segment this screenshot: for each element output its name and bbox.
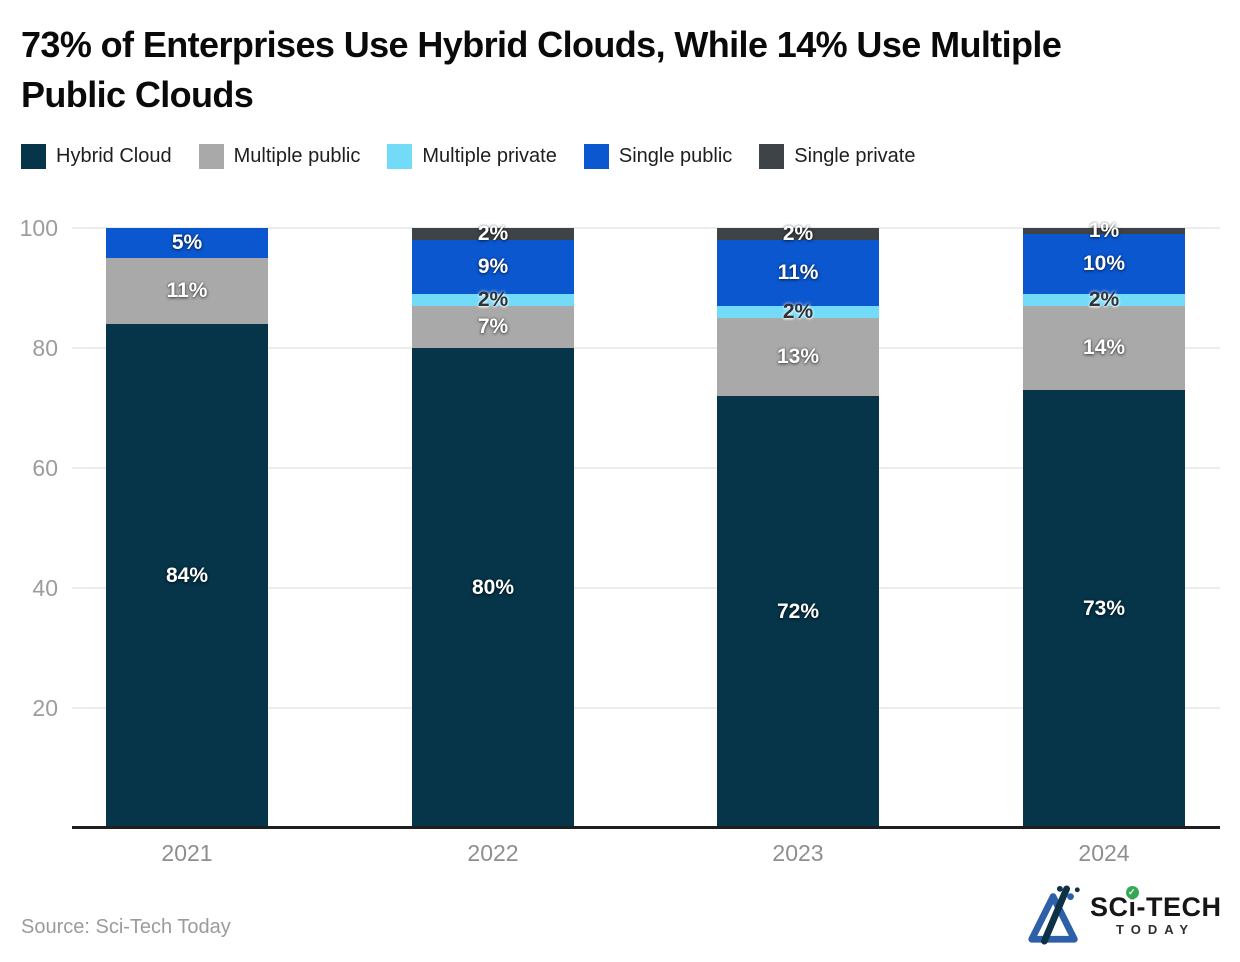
- bar-segment: [412, 348, 574, 828]
- legend-swatch-icon: [21, 144, 46, 169]
- bar-segment: [1023, 306, 1185, 390]
- gridline: [72, 467, 1220, 469]
- x-axis-line: [72, 826, 1220, 829]
- legend-swatch-icon: [387, 144, 413, 169]
- segment-value-label: 2%: [477, 222, 509, 245]
- bar-segment: [106, 228, 268, 258]
- legend-swatch-icon: [198, 144, 224, 169]
- segment-value-label: 73%: [1082, 597, 1126, 620]
- sci-tech-today-logo: SCi ✓ -TECH TODAY: [1024, 884, 1222, 946]
- bar-segment: [412, 240, 574, 294]
- x-tick-label: 2021: [161, 840, 213, 866]
- segment-value-label: 72%: [776, 600, 820, 623]
- logo-wordmark: SCi ✓ -TECH TODAY: [1090, 886, 1222, 937]
- legend-item: Single public: [583, 144, 733, 169]
- chart-legend: Hybrid Cloud Multiple public Multiple priv…: [21, 144, 915, 169]
- segment-value-label: 2%: [477, 288, 509, 311]
- legend-label: Single public: [618, 145, 733, 167]
- legend-swatch-icon: [759, 144, 785, 169]
- segment-value-label: 2%: [782, 300, 814, 323]
- bar-segment: [412, 306, 574, 348]
- bar-segment: [717, 318, 879, 396]
- legend-label: Hybrid Cloud: [56, 145, 172, 167]
- bar-segment: [412, 294, 574, 306]
- segment-value-label: 10%: [1082, 252, 1126, 275]
- legend-swatch-icon: [583, 144, 609, 169]
- segment-value-label: 5%: [171, 231, 203, 254]
- legend-item: Multiple public: [198, 144, 361, 169]
- y-tick-label: 40: [32, 575, 58, 601]
- segment-value-label: 14%: [1082, 336, 1126, 359]
- segment-value-label: 13%: [776, 345, 820, 368]
- bar-segment: [717, 240, 879, 306]
- segment-value-label: 1%: [1088, 219, 1120, 242]
- legend-item: Hybrid Cloud: [21, 144, 172, 169]
- y-tick-label: 60: [32, 455, 58, 481]
- legend-label: Single private: [794, 145, 916, 167]
- segment-value-label: 2%: [1088, 288, 1120, 311]
- legend-item: Multiple private: [387, 144, 557, 169]
- legend-item: Single private: [759, 144, 915, 169]
- legend-label: Multiple private: [422, 145, 557, 167]
- segment-value-label: 2%: [782, 222, 814, 245]
- x-tick-label: 2023: [772, 840, 824, 866]
- bar-segment: [1023, 390, 1185, 828]
- logo-text-i: i: [1128, 892, 1137, 922]
- legend-label: Multiple public: [233, 145, 361, 167]
- gridline: [72, 347, 1220, 349]
- chart-title: 73% of Enterprises Use Hybrid Clouds, Wh…: [21, 24, 1062, 115]
- bar-segment: [1023, 294, 1185, 306]
- logo-check-icon: ✓: [1125, 886, 1139, 899]
- bar-segment: [412, 228, 574, 240]
- gridline: [72, 587, 1220, 589]
- gridline: [72, 227, 1220, 229]
- y-tick-label: 80: [32, 335, 58, 361]
- y-tick-label: 20: [32, 695, 58, 721]
- segment-value-label: 11%: [166, 279, 208, 302]
- x-tick-label: 2024: [1078, 840, 1130, 866]
- segment-value-label: 84%: [165, 564, 209, 587]
- segment-value-label: 9%: [477, 255, 509, 278]
- segment-value-label: 80%: [471, 576, 515, 599]
- source-note: Source: Sci-Tech Today: [21, 916, 231, 938]
- bar-segment: [717, 228, 879, 240]
- bar-segment: [1023, 234, 1185, 294]
- bar-segment: [106, 324, 268, 828]
- logo-text-tech: -TECH: [1136, 892, 1222, 922]
- gridline: [72, 707, 1220, 709]
- segment-value-label: 7%: [477, 315, 509, 338]
- bar-segment: [717, 396, 879, 828]
- bar-segment: [1023, 228, 1185, 234]
- logo-text-sc: SC: [1090, 892, 1129, 922]
- logo-text-today: TODAY: [1116, 922, 1196, 937]
- x-tick-label: 2022: [467, 840, 519, 866]
- bar-segment: [106, 258, 268, 324]
- logo-triangle-icon: [1028, 885, 1080, 945]
- bar-segment: [717, 306, 879, 318]
- segment-value-label: 11%: [777, 261, 819, 284]
- y-tick-label: 100: [19, 215, 58, 241]
